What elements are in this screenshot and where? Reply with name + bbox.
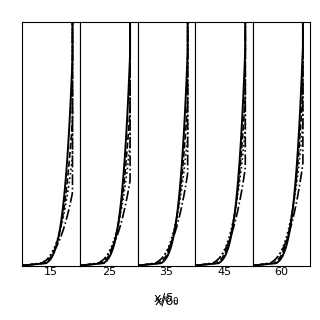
X-axis label: 60: 60 xyxy=(275,267,289,277)
X-axis label: 45: 45 xyxy=(217,267,231,277)
X-axis label: 35: 35 xyxy=(159,267,173,277)
Text: x/$\delta_0$: x/$\delta_0$ xyxy=(153,292,180,307)
X-axis label: 15: 15 xyxy=(44,267,58,277)
Text: x/δ₀: x/δ₀ xyxy=(154,294,179,307)
X-axis label: 25: 25 xyxy=(102,267,116,277)
